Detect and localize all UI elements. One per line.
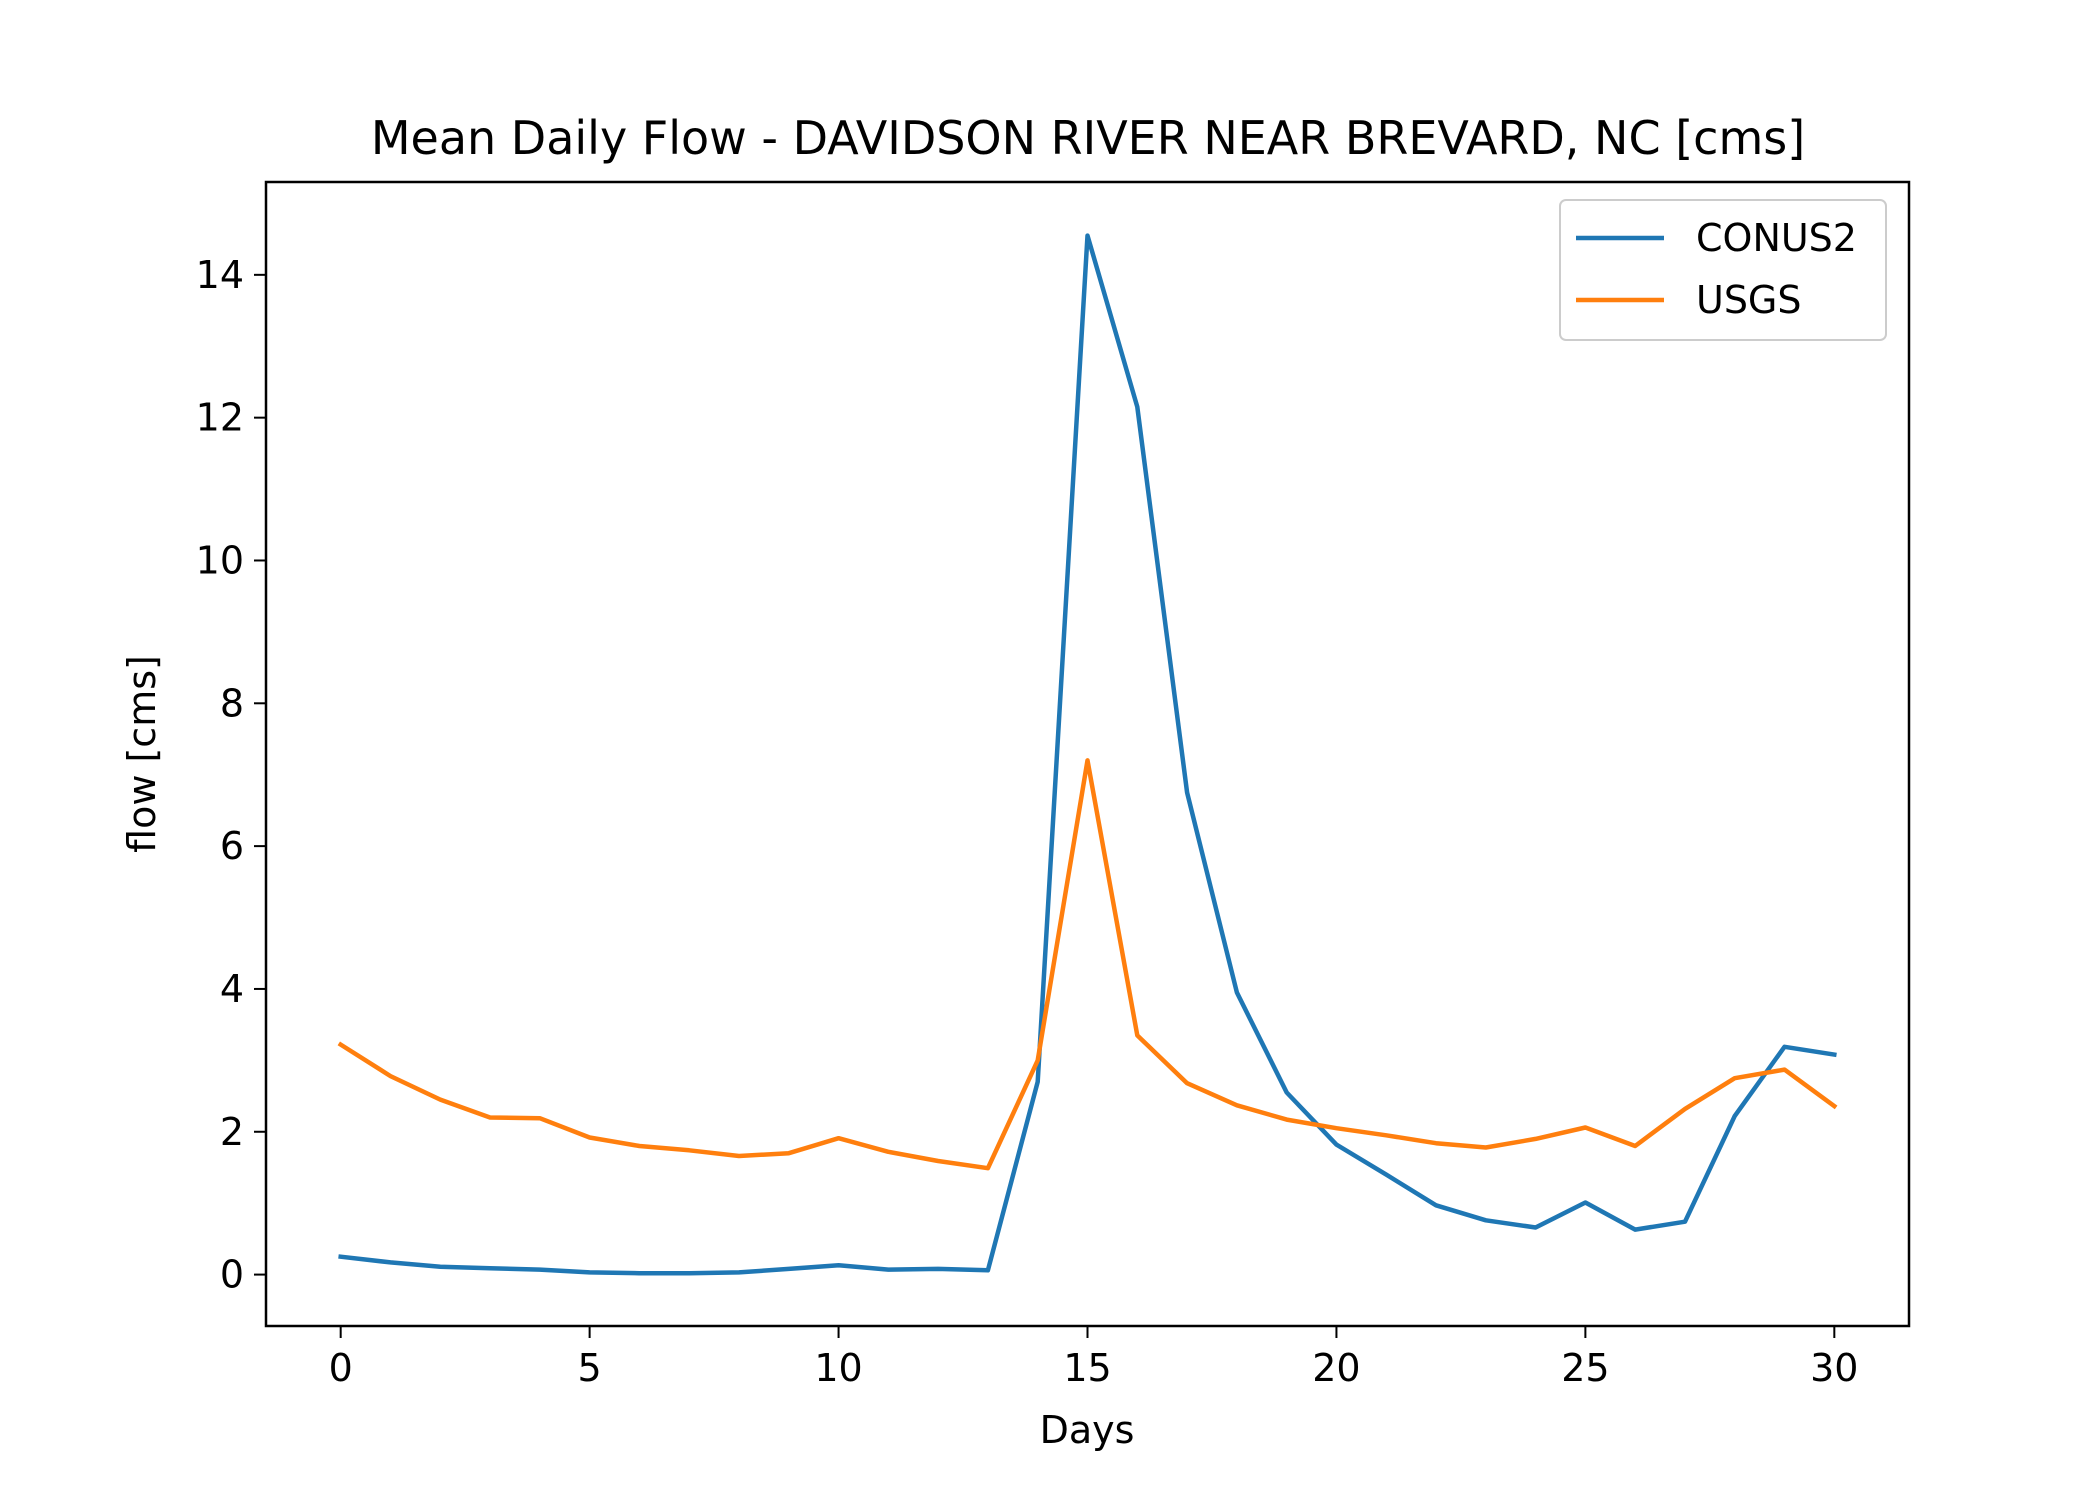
legend-label-conus2: CONUS2 (1696, 216, 1857, 260)
x-tick-label: 0 (329, 1346, 353, 1390)
x-axis-title: Days (1040, 1408, 1135, 1452)
x-tick-label: 25 (1561, 1346, 1609, 1390)
y-tick-label: 14 (196, 253, 244, 297)
x-tick-label: 10 (814, 1346, 862, 1390)
y-tick-label: 2 (220, 1110, 244, 1154)
y-axis-title: flow [cms] (120, 655, 164, 853)
y-axis: 0 2 4 6 8 10 12 14 (196, 253, 266, 1297)
x-tick-label: 20 (1312, 1346, 1360, 1390)
legend: CONUS2 USGS (1559, 199, 1887, 341)
y-tick-label: 0 (220, 1253, 244, 1297)
y-tick-label: 10 (196, 538, 244, 582)
x-tick-label: 15 (1063, 1346, 1111, 1390)
x-tick-label: 5 (578, 1346, 602, 1390)
legend-label-usgs: USGS (1696, 278, 1802, 322)
y-tick-label: 4 (220, 967, 244, 1011)
series-line-usgs (337, 758, 1838, 1171)
legend-box (1559, 199, 1887, 341)
chart-title: Mean Daily Flow - DAVIDSON RIVER NEAR BR… (371, 111, 1805, 165)
series-line-conus2 (338, 233, 1837, 1276)
x-axis: 0 5 10 15 20 25 30 (329, 1326, 1858, 1390)
y-tick-label: 6 (220, 824, 244, 868)
x-tick-label: 30 (1810, 1346, 1858, 1390)
series-layer (337, 233, 1838, 1276)
y-tick-label: 12 (196, 396, 244, 440)
y-tick-label: 8 (220, 681, 244, 725)
